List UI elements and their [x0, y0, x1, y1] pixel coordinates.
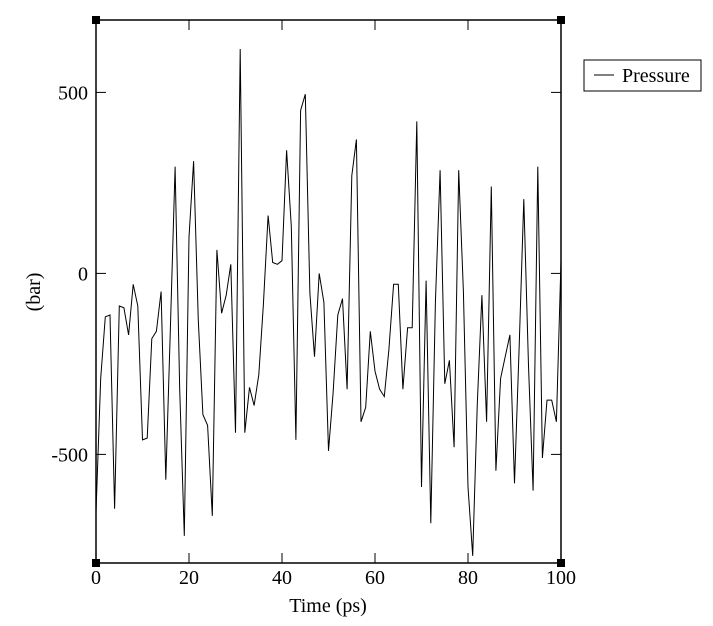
x-tick-label: 100 — [546, 567, 576, 589]
x-tick-label: 60 — [365, 567, 385, 589]
legend-label-pressure: Pressure — [622, 65, 690, 87]
series-line-pressure — [95, 48, 562, 556]
x-tick-label: 20 — [179, 567, 199, 589]
x-tick-label: 40 — [272, 567, 292, 589]
y-tick-label: 0 — [78, 263, 88, 285]
y-tick-label: -500 — [51, 444, 88, 466]
y-tick-label: 500 — [58, 82, 88, 104]
x-axis-ticks: 0 20 40 60 80 100 — [91, 20, 576, 589]
plot-frame — [95, 19, 562, 564]
x-tick-label: 0 — [91, 567, 101, 589]
legend: Pressure — [583, 59, 702, 92]
y-axis-ticks: -500 0 500 — [51, 82, 561, 466]
x-axis-title: Time (ps) — [289, 595, 367, 617]
y-axis-title: (bar) — [23, 273, 45, 312]
x-tick-label: 80 — [458, 567, 478, 589]
